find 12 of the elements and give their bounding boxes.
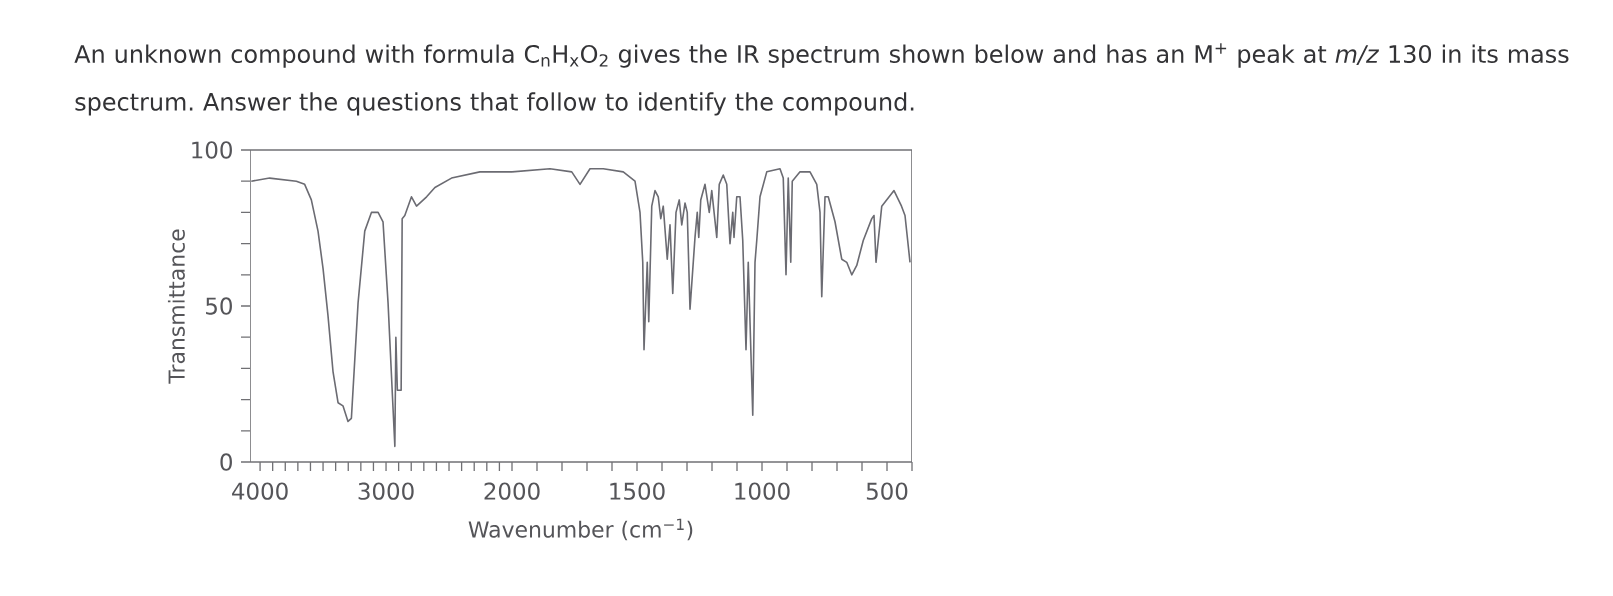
y-tick-label: 0 (220, 453, 232, 471)
chart-title: An unknown compound with formula C$_{n}$H$_{x}$O$_{2}$ gives the IR spectrum shown below and has an M$^{+}$ peak at m/z 130 in its mass spectrum. Answer the questions that follow to identify the compound. (74, 43, 1569, 116)
y-tick-label: 50 (206, 297, 232, 315)
x-tick-label: 1500 (610, 482, 665, 500)
x-tick-label: 3000 (358, 482, 414, 500)
y-tick-label: 100 (192, 141, 232, 159)
y-axis-title: Transmittance (167, 229, 185, 384)
x-tick-label: 4000 (232, 482, 288, 500)
x-tick-label: 500 (866, 482, 908, 500)
x-axis-title: Wavenumber (cm$^{−1}$) (468, 518, 693, 541)
x-tick-label: 2000 (484, 482, 540, 500)
x-tick-label: 1000 (735, 482, 790, 500)
